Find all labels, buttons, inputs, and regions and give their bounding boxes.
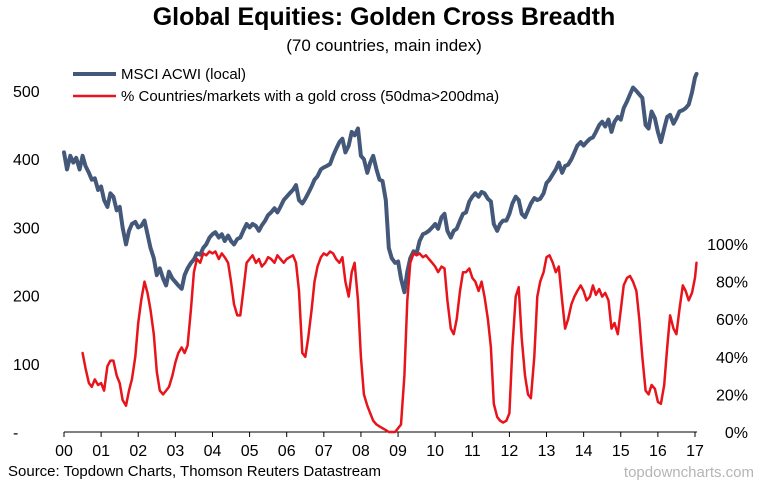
right-tick-label: 0% xyxy=(725,425,748,442)
x-tick-label: 00 xyxy=(55,443,73,460)
x-tick-label: 13 xyxy=(538,443,556,460)
left-tick-label: 300 xyxy=(13,220,40,237)
legend-label: % Countries/markets with a gold cross (5… xyxy=(121,88,499,105)
left-tick-label: 100 xyxy=(13,357,40,374)
right-tick-label: 80% xyxy=(716,275,748,292)
right-tick-label: 40% xyxy=(716,350,748,367)
x-axis: 00 01 02 03 04 05 06 07 08 09 10 11 12 13 14 15 16 17 xyxy=(55,431,704,460)
x-tick-label: 10 xyxy=(426,443,444,460)
x-tick-label: 04 xyxy=(204,443,222,460)
right-tick-label: 100% xyxy=(707,237,748,254)
x-tick-label: 06 xyxy=(278,443,296,460)
left-tick-label: 400 xyxy=(13,152,40,169)
legend-label: MSCI ACWI (local) xyxy=(121,66,246,83)
watermark: topdowncharts.com xyxy=(623,464,754,481)
x-tick-label: 15 xyxy=(612,443,630,460)
x-tick-label: 11 xyxy=(464,443,481,460)
right-axis: 0% 20% 40% 60% 80% 100% xyxy=(707,237,748,442)
left-tick-label: - xyxy=(13,425,18,442)
x-tick-label: 05 xyxy=(241,443,259,460)
msci-acwi-line xyxy=(62,71,699,295)
chart-subtitle: (70 countries, main index) xyxy=(286,36,482,55)
x-tick-label: 02 xyxy=(129,443,147,460)
x-tick-label: 07 xyxy=(315,443,333,460)
x-tick-label: 16 xyxy=(649,443,667,460)
left-axis: - 100 200 300 400 500 xyxy=(13,84,40,442)
right-tick-label: 60% xyxy=(716,312,748,329)
x-tick-label: 12 xyxy=(501,443,519,460)
left-tick-label: 200 xyxy=(13,289,40,306)
x-tick-label: 08 xyxy=(352,443,370,460)
x-tick-label: 01 xyxy=(92,443,110,460)
x-tick-label: 03 xyxy=(166,443,184,460)
left-tick-label: 500 xyxy=(13,84,40,101)
x-tick-label: 17 xyxy=(686,443,704,460)
legend: MSCI ACWI (local) % Countries/markets wit… xyxy=(73,66,499,105)
chart-title: Global Equities: Golden Cross Breadth xyxy=(152,3,616,31)
x-tick-label: 09 xyxy=(389,443,407,460)
source-note: Source: Topdown Charts, Thomson Reuters … xyxy=(8,463,381,480)
right-tick-label: 20% xyxy=(716,387,748,404)
gold-cross-line xyxy=(81,250,698,434)
x-tick-label: 14 xyxy=(575,443,593,460)
series-layer xyxy=(62,71,699,434)
